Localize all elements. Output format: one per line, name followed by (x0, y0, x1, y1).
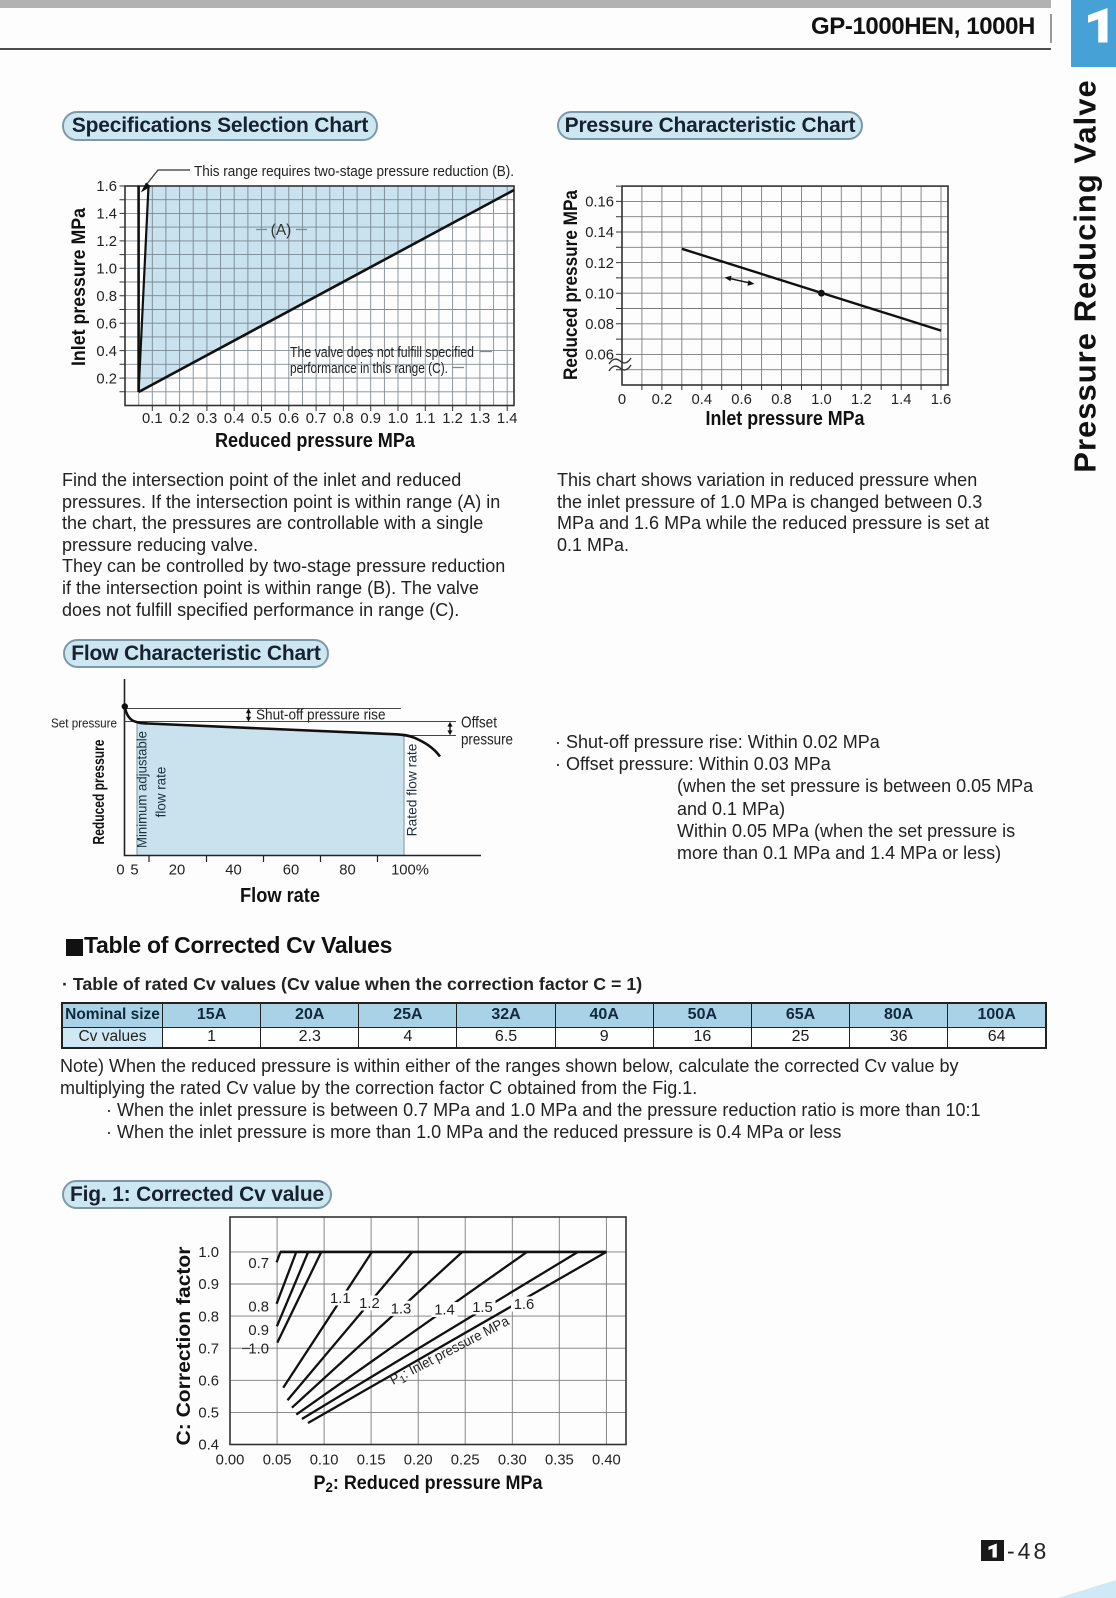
svg-text:Reduced pressure MPa: Reduced pressure MPa (560, 190, 582, 380)
svg-text:0.6: 0.6 (198, 1374, 219, 1390)
svg-text:1.0: 1.0 (811, 392, 832, 408)
svg-text:0.8: 0.8 (248, 1300, 269, 1316)
svg-text:1.2: 1.2 (442, 411, 463, 427)
svg-text:0.15: 0.15 (357, 1453, 386, 1469)
svg-text:0: 0 (116, 863, 124, 879)
svg-text:C: Correction factor: C: Correction factor (173, 1246, 195, 1445)
svg-text:0.08: 0.08 (585, 317, 614, 333)
svg-text:flow rate: flow rate (154, 767, 169, 818)
svg-text:0.3: 0.3 (197, 411, 218, 427)
svg-text:Reduced pressure MPa: Reduced pressure MPa (215, 430, 416, 452)
svg-text:Rated flow rate: Rated flow rate (405, 743, 420, 836)
svg-text:0.4: 0.4 (96, 344, 117, 360)
svg-text:1.2: 1.2 (359, 1296, 380, 1312)
svg-text:Inlet pressure MPa: Inlet pressure MPa (706, 408, 866, 430)
svg-text:1.5: 1.5 (472, 1300, 493, 1316)
svg-text:0.00: 0.00 (216, 1453, 245, 1469)
svg-text:0.10: 0.10 (585, 286, 614, 302)
svg-text:The valve does not fulfill spe: The valve does not fulfill specified (290, 345, 474, 361)
svg-text:1.3: 1.3 (470, 411, 491, 427)
svg-text:1.2: 1.2 (96, 234, 117, 250)
svg-text:Set pressure: Set pressure (51, 716, 117, 731)
svg-text:1.1: 1.1 (330, 1291, 351, 1307)
svg-text:P1: Inlet pressure MPa: P1: Inlet pressure MPa (387, 1312, 513, 1390)
svg-text:0.5: 0.5 (198, 1406, 219, 1422)
svg-text:5: 5 (130, 863, 138, 879)
svg-text:20: 20 (169, 863, 185, 879)
svg-text:Offset: Offset (461, 715, 498, 732)
svg-text:0.25: 0.25 (451, 1453, 480, 1469)
svg-text:0.8: 0.8 (771, 392, 792, 408)
svg-text:0.6: 0.6 (731, 392, 752, 408)
svg-text:0.10: 0.10 (310, 1453, 339, 1469)
svg-text:0.8: 0.8 (333, 411, 354, 427)
svg-text:0.5: 0.5 (251, 411, 272, 427)
svg-text:0.16: 0.16 (585, 195, 614, 211)
svg-text:1.2: 1.2 (851, 392, 872, 408)
svg-text:P2: Reduced pressure MPa: P2: Reduced pressure MPa (314, 1473, 543, 1495)
svg-text:1.0: 1.0 (198, 1245, 219, 1261)
svg-text:80: 80 (339, 863, 355, 879)
svg-text:0.2: 0.2 (96, 371, 117, 387)
svg-text:0.30: 0.30 (498, 1453, 527, 1469)
svg-text:0.14: 0.14 (585, 225, 614, 241)
svg-text:0.40: 0.40 (592, 1453, 621, 1469)
svg-text:Reduced pressure: Reduced pressure (91, 739, 108, 844)
svg-text:60: 60 (283, 863, 299, 879)
svg-text:1.1: 1.1 (415, 411, 436, 427)
svg-text:0.06: 0.06 (585, 348, 614, 364)
svg-text:100%: 100% (391, 863, 429, 879)
svg-text:pressure: pressure (461, 732, 513, 749)
svg-text:performance in this range (C).: performance in this range (C). (290, 361, 448, 377)
svg-text:0.7: 0.7 (306, 411, 327, 427)
svg-text:0.8: 0.8 (96, 289, 117, 305)
svg-text:Inlet pressure MPa: Inlet pressure MPa (68, 208, 90, 366)
svg-text:0.8: 0.8 (198, 1309, 219, 1325)
svg-text:(A): (A) (271, 222, 292, 239)
svg-text:1.4: 1.4 (891, 392, 912, 408)
svg-text:1.6: 1.6 (931, 392, 952, 408)
svg-text:0.2: 0.2 (652, 392, 673, 408)
svg-text:0.35: 0.35 (545, 1453, 574, 1469)
svg-text:This range requires two-stage: This range requires two-stage pressure r… (194, 164, 514, 180)
svg-text:40: 40 (225, 863, 241, 879)
svg-text:1.0: 1.0 (96, 262, 117, 278)
svg-text:Pressure Reducing Valve: Pressure Reducing Valve (1068, 79, 1103, 472)
svg-text:0.4: 0.4 (198, 1438, 219, 1454)
svg-text:1.4: 1.4 (434, 1303, 455, 1319)
svg-text:0.20: 0.20 (404, 1453, 433, 1469)
svg-text:0.2: 0.2 (169, 411, 190, 427)
svg-text:1.4: 1.4 (497, 411, 518, 427)
svg-text:0.7: 0.7 (248, 1256, 269, 1272)
svg-text:0.9: 0.9 (248, 1323, 269, 1339)
svg-text:0.7: 0.7 (198, 1341, 219, 1357)
svg-text:0: 0 (618, 392, 626, 408)
svg-text:Flow rate: Flow rate (240, 885, 320, 907)
svg-text:0.12: 0.12 (585, 256, 614, 272)
svg-text:Minimum adjustable: Minimum adjustable (135, 731, 150, 848)
svg-text:Shut-off pressure rise: Shut-off pressure rise (256, 707, 386, 724)
svg-text:1.0: 1.0 (248, 1341, 269, 1357)
svg-text:0.4: 0.4 (224, 411, 245, 427)
svg-text:0.6: 0.6 (96, 316, 117, 332)
svg-text:1.6: 1.6 (96, 179, 117, 195)
svg-text:1.0: 1.0 (388, 411, 409, 427)
svg-text:0.9: 0.9 (360, 411, 381, 427)
svg-text:1.4: 1.4 (96, 207, 117, 223)
svg-text:0.1: 0.1 (142, 411, 163, 427)
svg-text:0.05: 0.05 (263, 1453, 292, 1469)
svg-text:1.3: 1.3 (391, 1302, 412, 1318)
svg-text:0.4: 0.4 (692, 392, 713, 408)
svg-text:0.6: 0.6 (279, 411, 300, 427)
svg-text:1.6: 1.6 (514, 1297, 535, 1313)
svg-text:0.9: 0.9 (198, 1277, 219, 1293)
